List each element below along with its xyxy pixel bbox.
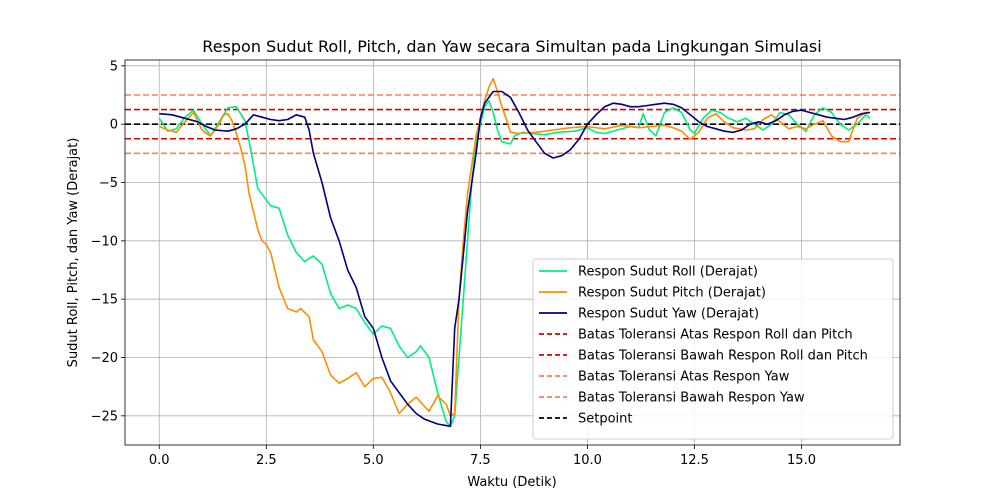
x-tick-label: 15.0 — [787, 453, 816, 468]
x-tick-label: 7.5 — [470, 453, 491, 468]
x-tick-label: 0.0 — [149, 453, 170, 468]
x-tick-label: 12.5 — [680, 453, 709, 468]
legend-label: Setpoint — [578, 412, 633, 427]
legend-label: Respon Sudut Yaw (Derajat) — [578, 307, 759, 322]
axis-ticks: 0.0 2.5 5.0 7.5 10.0 12.5 15.0 −25 −20 −15 −10 −5 0 5 — [91, 59, 816, 468]
legend: Respon Sudut Roll (Derajat) Respon Sudut … — [532, 258, 894, 440]
y-axis-label: Sudut Roll, Pitch, dan Yaw (Derajat) — [66, 138, 81, 368]
legend-box — [532, 258, 894, 440]
y-tick-label: −15 — [91, 293, 118, 308]
plot-area — [125, 77, 900, 428]
y-tick-label: −10 — [91, 234, 118, 249]
x-tick-label: 10.0 — [573, 453, 602, 468]
series-line — [158, 100, 871, 428]
legend-label: Batas Toleransi Atas Respon Roll dan Pit… — [578, 328, 853, 343]
legend-label: Batas Toleransi Bawah Respon Yaw — [578, 391, 805, 406]
x-axis-label: Waktu (Detik) — [467, 475, 556, 490]
y-tick-label: −25 — [91, 409, 118, 424]
legend-label: Respon Sudut Pitch (Derajat) — [578, 286, 766, 301]
y-tick-label: −20 — [91, 351, 118, 366]
plot-frame — [124, 59, 901, 446]
legend-label: Respon Sudut Roll (Derajat) — [578, 265, 758, 280]
y-tick-label: 0 — [110, 118, 118, 133]
legend-label: Batas Toleransi Bawah Respon Roll dan Pi… — [578, 349, 868, 364]
series-line — [159, 90, 871, 428]
x-tick-label: 5.0 — [363, 453, 384, 468]
x-tick-label: 2.5 — [256, 453, 277, 468]
y-tick-label: 5 — [110, 59, 118, 74]
legend-label: Batas Toleransi Atas Respon Yaw — [578, 370, 790, 385]
y-tick-label: −5 — [99, 176, 118, 191]
chart-title: Respon Sudut Roll, Pitch, dan Yaw secara… — [202, 37, 821, 56]
